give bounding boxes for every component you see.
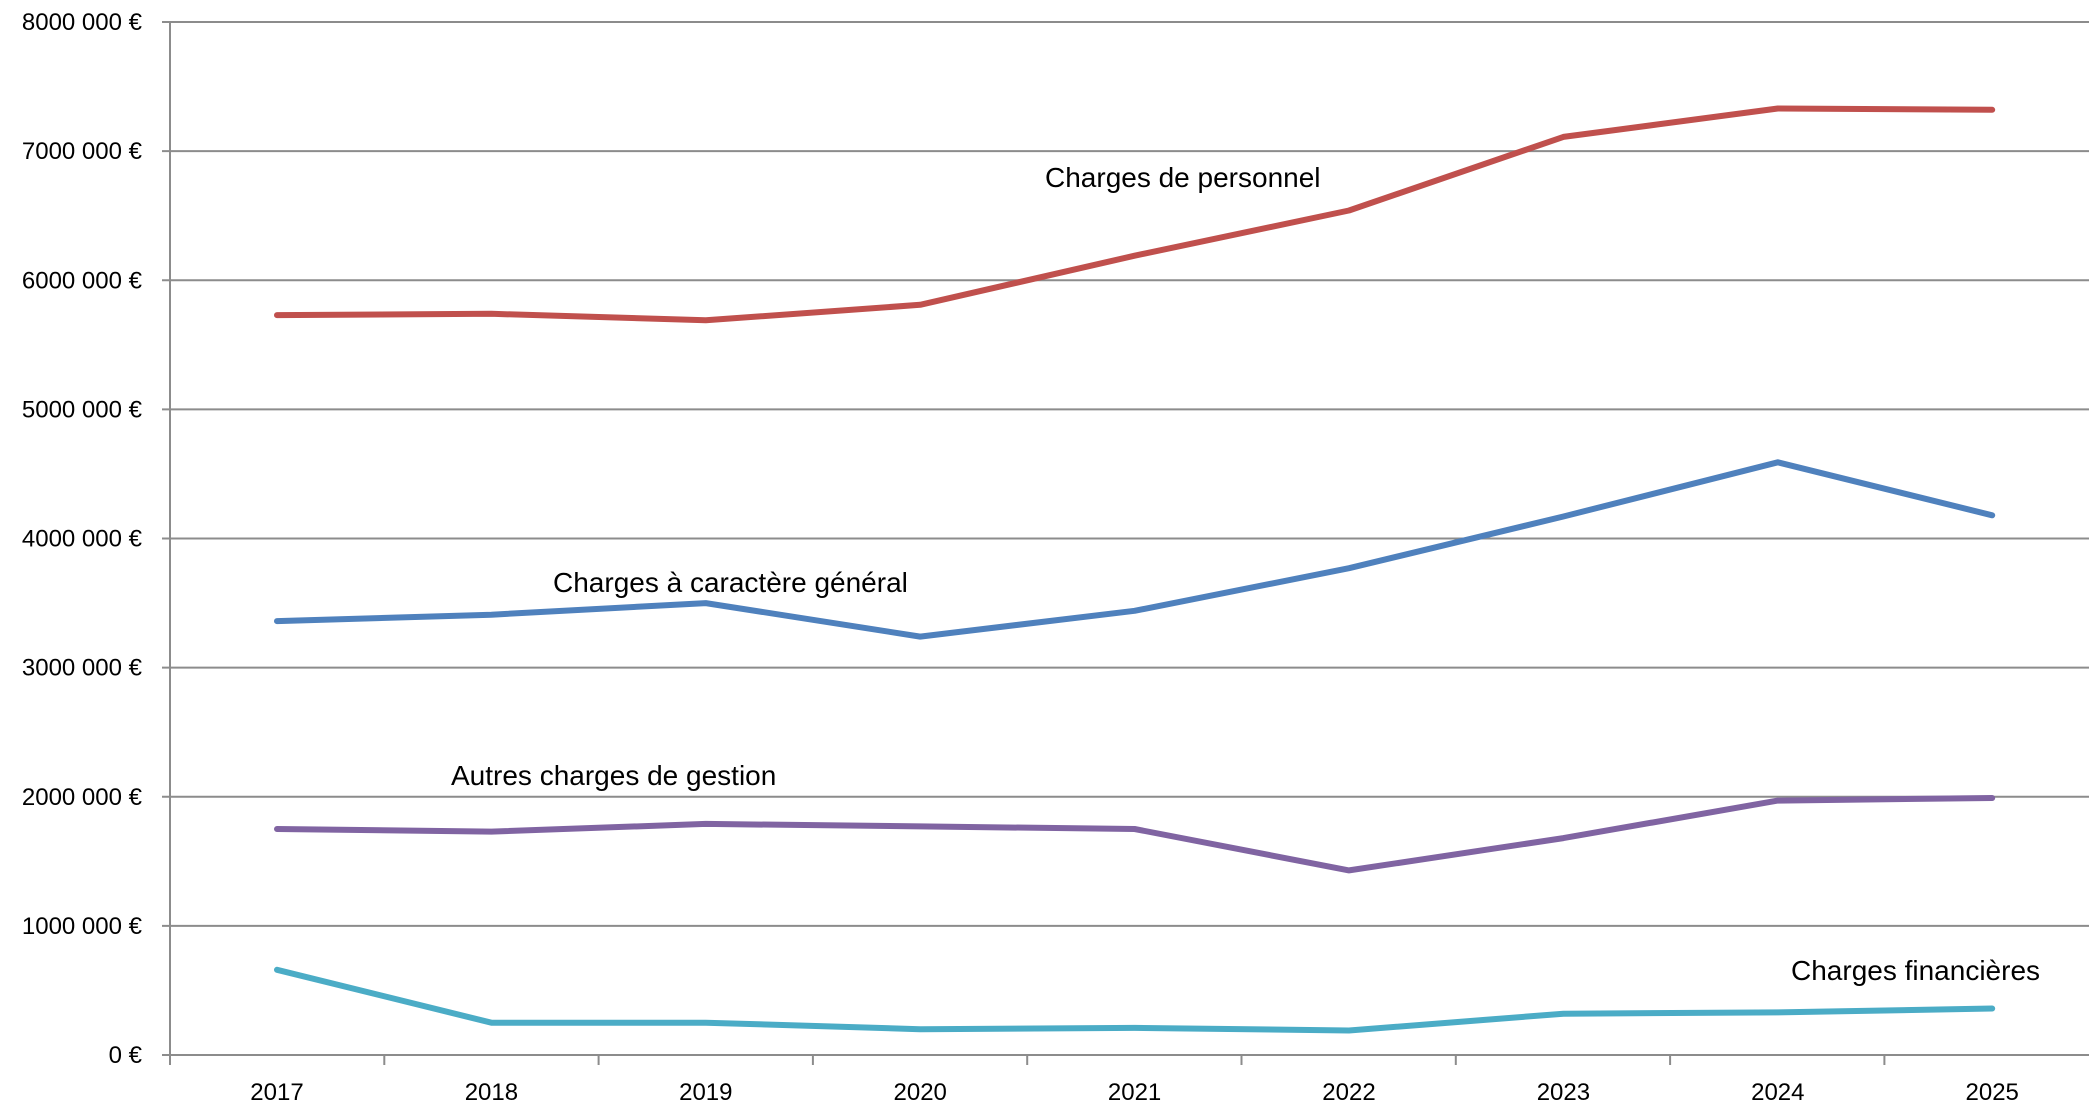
- x-tick-label: 2017: [250, 1079, 303, 1106]
- x-tick-label: 2018: [465, 1079, 518, 1106]
- x-axis-ticks: 2017 2018 2019 2020 2021 2022 2023 2024 2025: [169, 1055, 2019, 1106]
- x-tick-label: 2021: [1108, 1079, 1161, 1106]
- series-line-1: [274, 105, 1996, 324]
- y-tick-label: 5000 000 €: [22, 396, 143, 423]
- series-line-3: [274, 795, 1996, 874]
- y-tick-label: 8000 000 €: [22, 9, 143, 36]
- series-lines: [274, 105, 1996, 1034]
- series-label: Charges à caractère général: [553, 567, 908, 598]
- y-tick-label: 6000 000 €: [22, 267, 143, 294]
- x-tick-label: 2024: [1751, 1079, 1804, 1106]
- y-axis-ticks: 0 € 1000 000 € 2000 000 € 3000 000 € 4000 00…: [22, 9, 170, 1069]
- x-tick-label: 2022: [1322, 1079, 1375, 1106]
- series-label: Charges financières: [1791, 955, 2040, 986]
- y-tick-label: 3000 000 €: [22, 655, 143, 682]
- series-line-2: [274, 459, 1996, 640]
- series-label: Charges de personnel: [1045, 162, 1321, 193]
- axes: [162, 22, 2089, 1063]
- x-tick-label: 2023: [1537, 1079, 1590, 1106]
- series-label: Autres charges de gestion: [451, 760, 776, 791]
- x-tick-label: 2025: [1966, 1079, 2019, 1106]
- series-line-4: [274, 966, 1996, 1034]
- y-tick-label: 1000 000 €: [22, 913, 143, 940]
- y-tick-label: 4000 000 €: [22, 526, 143, 553]
- y-tick-label: 0 €: [109, 1042, 143, 1069]
- gridlines: [170, 21, 2089, 927]
- series-labels: Charges de personnel Charges à caractère …: [451, 162, 2040, 986]
- y-tick-label: 2000 000 €: [22, 784, 143, 811]
- x-tick-label: 2020: [894, 1079, 947, 1106]
- y-tick-label: 7000 000 €: [22, 138, 143, 165]
- x-tick-label: 2019: [679, 1079, 732, 1106]
